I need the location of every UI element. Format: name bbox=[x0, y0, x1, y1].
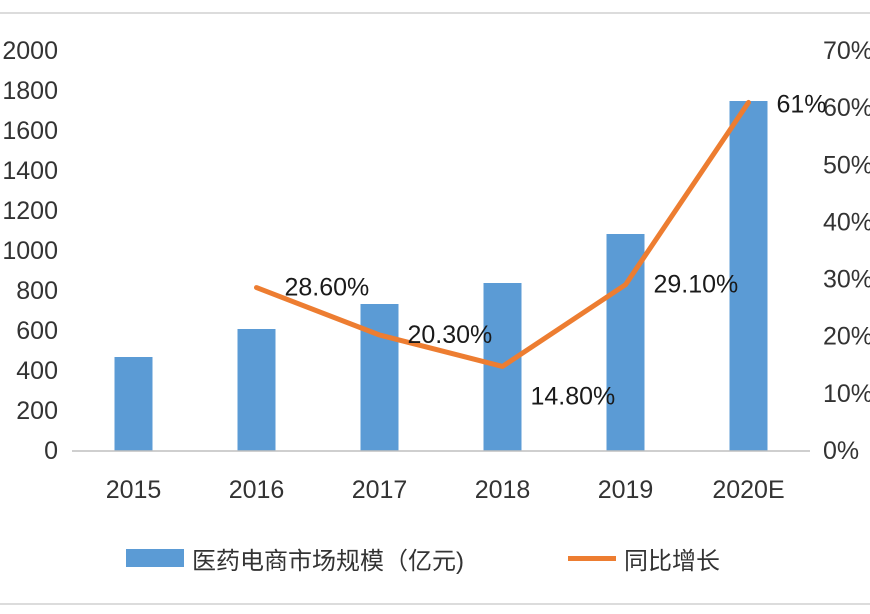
data-label-2019: 29.10% bbox=[654, 271, 739, 299]
y-left-tick: 1600 bbox=[2, 117, 58, 145]
bar-2015 bbox=[114, 357, 153, 451]
legend-item-bar: 医药电商市场规模（亿元) bbox=[126, 538, 464, 578]
x-axis-ticks: 2015 2016 2017 2018 2019 2020E bbox=[106, 476, 785, 504]
legend-item-line: 同比增长 bbox=[568, 538, 720, 578]
x-tick-2019: 2019 bbox=[598, 476, 654, 504]
left-axis-ticks: 0 200 400 600 800 1000 1200 1400 1600 1800 2000 bbox=[2, 37, 58, 465]
y-right-tick: 50% bbox=[823, 151, 870, 179]
bar-2016 bbox=[237, 329, 276, 451]
legend: 医药电商市场规模（亿元) 同比增长 bbox=[0, 538, 870, 578]
y-left-tick: 0 bbox=[44, 437, 58, 465]
y-left-tick: 400 bbox=[16, 357, 58, 385]
y-left-tick: 200 bbox=[16, 397, 58, 425]
y-left-tick: 600 bbox=[16, 317, 58, 345]
data-label-2020E: 61% bbox=[777, 90, 827, 118]
x-tick-2016: 2016 bbox=[229, 476, 285, 504]
x-tick-2017: 2017 bbox=[352, 476, 408, 504]
bar-2020E bbox=[729, 101, 768, 451]
legend-bar-label: 医药电商市场规模（亿元) bbox=[192, 547, 464, 575]
data-label-2016: 28.60% bbox=[285, 274, 370, 302]
y-left-tick: 2000 bbox=[2, 37, 58, 65]
x-tick-2015: 2015 bbox=[106, 476, 162, 504]
y-right-tick: 60% bbox=[823, 94, 870, 122]
y-right-tick: 30% bbox=[823, 266, 870, 294]
y-left-tick: 800 bbox=[16, 277, 58, 305]
x-tick-2018: 2018 bbox=[475, 476, 531, 504]
y-right-tick: 40% bbox=[823, 208, 870, 236]
y-right-tick: 70% bbox=[823, 37, 870, 65]
right-axis-ticks: 0% 10% 20% 30% 40% 50% 60% 70% bbox=[823, 37, 870, 465]
bar-2017 bbox=[360, 304, 399, 451]
data-label-2018: 14.80% bbox=[531, 382, 616, 410]
data-label-2017: 20.30% bbox=[408, 321, 493, 349]
legend-line-swatch bbox=[568, 555, 616, 561]
y-right-tick: 0% bbox=[823, 437, 859, 465]
legend-line-label: 同比增长 bbox=[624, 547, 720, 575]
y-left-tick: 1000 bbox=[2, 237, 58, 265]
data-labels: 28.60% 20.30% 14.80% 29.10% 61% bbox=[285, 90, 827, 410]
legend-bar-swatch bbox=[126, 549, 184, 567]
y-left-tick: 1200 bbox=[2, 197, 58, 225]
line-series bbox=[254, 99, 751, 369]
y-left-tick: 1800 bbox=[2, 77, 58, 105]
y-right-tick: 20% bbox=[823, 323, 870, 351]
y-right-tick: 10% bbox=[823, 380, 870, 408]
x-tick-2020E: 2020E bbox=[712, 476, 784, 504]
y-left-tick: 1400 bbox=[2, 157, 58, 185]
